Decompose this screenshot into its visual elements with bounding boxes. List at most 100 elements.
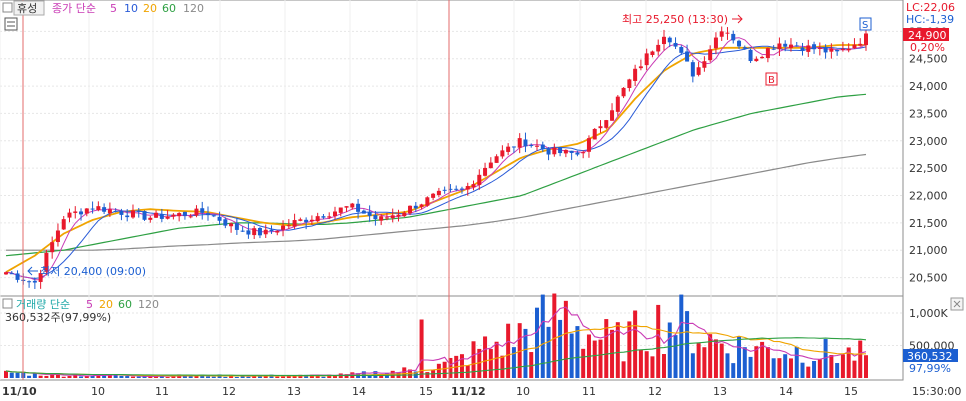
candle-body bbox=[171, 214, 176, 217]
candle-body bbox=[269, 229, 274, 232]
candle-body bbox=[73, 211, 78, 213]
candle-body bbox=[667, 37, 672, 43]
volume-bar bbox=[742, 347, 747, 378]
candle-body bbox=[477, 174, 482, 185]
candle-body bbox=[50, 242, 55, 253]
candle-body bbox=[661, 36, 666, 45]
candle-body bbox=[442, 189, 447, 191]
candle-body bbox=[656, 44, 661, 52]
volume-legend: 거래량 단순 5 20 60 120 360,532주(97,99%) bbox=[2, 298, 159, 324]
volume-bar bbox=[748, 356, 753, 378]
legend-toggle-icon[interactable] bbox=[2, 2, 13, 13]
volume-bar bbox=[667, 322, 672, 378]
volume-bar bbox=[806, 366, 811, 378]
candle-body bbox=[304, 219, 309, 223]
volume-bar bbox=[685, 311, 690, 378]
candle-body bbox=[413, 205, 418, 209]
volume-bar bbox=[788, 358, 793, 378]
legend-ma60: 60 bbox=[162, 2, 176, 15]
candle-body bbox=[96, 206, 101, 211]
volume-toggle-icon[interactable] bbox=[2, 298, 13, 309]
price-tick-label: 22,000 bbox=[909, 190, 948, 203]
candle-body bbox=[234, 223, 239, 230]
volume-bar bbox=[535, 307, 540, 378]
sell-marker-icon[interactable] bbox=[859, 17, 872, 31]
volume-bar bbox=[315, 374, 320, 378]
candle-body bbox=[194, 208, 199, 216]
candle-body bbox=[309, 219, 314, 222]
volume-bar bbox=[800, 362, 805, 378]
volume-bar bbox=[713, 339, 718, 378]
volume-bar bbox=[840, 354, 845, 378]
volume-bar bbox=[835, 363, 840, 378]
candle-body bbox=[725, 32, 730, 34]
volume-bar bbox=[627, 321, 632, 378]
moving-averages bbox=[5, 37, 867, 281]
candle-body bbox=[483, 167, 488, 176]
candle-body bbox=[598, 126, 603, 129]
candle-body bbox=[511, 146, 516, 148]
time-tick-label: 11/10 bbox=[2, 385, 37, 398]
volume-pct-readout: 97,99% bbox=[909, 362, 951, 375]
time-tick-label: 11/12 bbox=[451, 385, 486, 398]
volume-bar bbox=[511, 347, 516, 378]
zoom-icon bbox=[953, 300, 961, 308]
time-tick-label: 12 bbox=[648, 385, 662, 398]
candle-body bbox=[321, 216, 326, 218]
time-tick-label: 10 bbox=[91, 385, 105, 398]
candle-body bbox=[344, 206, 349, 208]
candle-body bbox=[448, 188, 453, 190]
volume-bar bbox=[760, 341, 765, 378]
volume-bar bbox=[794, 346, 799, 378]
candle-body bbox=[281, 225, 286, 230]
volume-bar bbox=[165, 377, 170, 378]
candle-body bbox=[800, 47, 805, 51]
candle-body bbox=[165, 216, 170, 219]
volume-bar bbox=[32, 372, 37, 378]
volume-bar bbox=[119, 375, 124, 378]
volume-bar bbox=[309, 374, 314, 378]
volume-legend-label: 거래량 단순 bbox=[16, 298, 70, 311]
candle-body bbox=[621, 87, 626, 97]
volume-bar bbox=[84, 375, 89, 378]
candle-body bbox=[67, 212, 72, 218]
candle-body bbox=[79, 211, 84, 215]
candle-body bbox=[523, 139, 528, 147]
candle-body bbox=[188, 216, 193, 218]
volume-bar bbox=[27, 375, 32, 378]
candle-body bbox=[246, 230, 251, 235]
volume-bar bbox=[125, 376, 130, 378]
grid-toggle-icon[interactable] bbox=[4, 17, 18, 31]
volume-bar bbox=[558, 319, 563, 378]
volume-bar bbox=[436, 363, 441, 378]
candle-body bbox=[817, 47, 822, 49]
candles bbox=[4, 26, 868, 290]
candle-body bbox=[286, 225, 291, 227]
candle-body bbox=[15, 273, 20, 280]
volume-bar bbox=[263, 375, 268, 378]
candle-body bbox=[90, 208, 95, 210]
candle-body bbox=[315, 216, 320, 222]
candle-body bbox=[748, 49, 753, 62]
buy-marker-icon[interactable] bbox=[765, 72, 778, 86]
candle-body bbox=[419, 204, 424, 207]
buy-marker-label: B bbox=[768, 75, 775, 86]
volume-bar bbox=[240, 376, 245, 378]
volume-bar bbox=[540, 294, 545, 378]
volume-ma60-line bbox=[5, 337, 867, 376]
stock-name-box[interactable] bbox=[13, 0, 45, 16]
time-tick-label: 11 bbox=[582, 385, 596, 398]
volume-bar bbox=[96, 374, 101, 378]
time-tick-label: 10 bbox=[516, 385, 530, 398]
price-axis: 25,00024,50024,00023,50023,00022,50022,0… bbox=[909, 25, 948, 284]
volume-bar bbox=[517, 323, 522, 378]
volume-bar bbox=[419, 319, 424, 378]
candle-body bbox=[4, 272, 8, 275]
volume-bar bbox=[471, 341, 476, 378]
volume-bar bbox=[4, 370, 8, 378]
time-tick-label: 15:30:00 bbox=[912, 385, 961, 398]
volume-bar bbox=[552, 293, 557, 378]
volume-bar bbox=[142, 376, 147, 378]
volume-bar bbox=[823, 339, 828, 378]
